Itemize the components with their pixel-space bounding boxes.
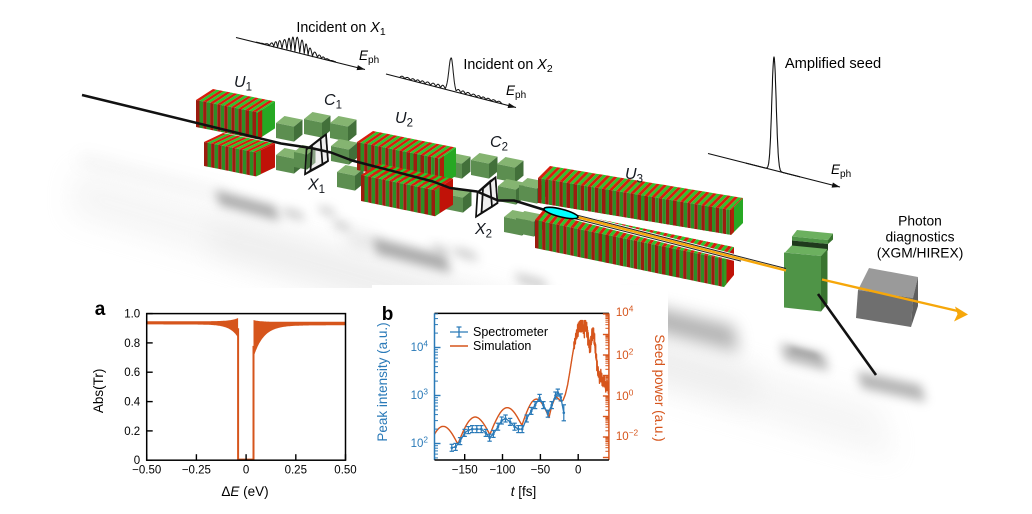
svg-text:−50: −50: [531, 465, 551, 477]
svg-text:0: 0: [575, 465, 581, 477]
svg-text:0: 0: [243, 465, 249, 477]
svg-text:U1: U1: [234, 74, 252, 94]
svg-text:Incident on X1: Incident on X1: [296, 20, 385, 38]
svg-text:Simulation: Simulation: [473, 339, 531, 353]
svg-text:−100: −100: [490, 465, 516, 477]
svg-text:Seed power (a.u.): Seed power (a.u.): [652, 334, 667, 441]
svg-text:diagnostics: diagnostics: [885, 230, 954, 245]
svg-text:Eph: Eph: [359, 48, 379, 66]
svg-text:Photon: Photon: [898, 214, 942, 229]
svg-text:Spectrometer: Spectrometer: [473, 325, 548, 339]
svg-text:ΔE (eV): ΔE (eV): [221, 484, 268, 499]
svg-text:0.6: 0.6: [124, 367, 140, 379]
svg-text:C2: C2: [490, 134, 508, 154]
svg-text:0.25: 0.25: [285, 465, 307, 477]
svg-text:(XGM/HIREX): (XGM/HIREX): [877, 246, 964, 261]
svg-text:0.2: 0.2: [124, 426, 140, 438]
svg-text:U2: U2: [395, 110, 413, 130]
svg-text:X2: X2: [474, 221, 492, 241]
svg-text:−0.25: −0.25: [182, 465, 211, 477]
svg-text:Eph: Eph: [831, 162, 851, 180]
svg-text:Peak intensity (a.u.): Peak intensity (a.u.): [375, 322, 390, 441]
svg-text:C1: C1: [324, 92, 342, 112]
svg-text:−0.50: −0.50: [132, 465, 161, 477]
svg-text:−150: −150: [452, 465, 478, 477]
svg-text:b: b: [382, 304, 394, 325]
svg-text:Abs(Tr): Abs(Tr): [91, 369, 106, 414]
svg-text:X1: X1: [307, 177, 325, 197]
svg-text:0.8: 0.8: [124, 338, 140, 350]
svg-text:0.50: 0.50: [334, 465, 356, 477]
svg-text:1.0: 1.0: [124, 309, 140, 321]
svg-text:0.4: 0.4: [124, 397, 141, 409]
svg-text:0: 0: [134, 455, 140, 467]
svg-text:U3: U3: [625, 166, 643, 186]
svg-text:Eph: Eph: [506, 83, 526, 101]
svg-text:Incident on X2: Incident on X2: [463, 57, 552, 75]
svg-text:a: a: [95, 299, 106, 320]
svg-text:Amplified seed: Amplified seed: [785, 56, 881, 72]
svg-text:t [fs]: t [fs]: [511, 484, 537, 499]
